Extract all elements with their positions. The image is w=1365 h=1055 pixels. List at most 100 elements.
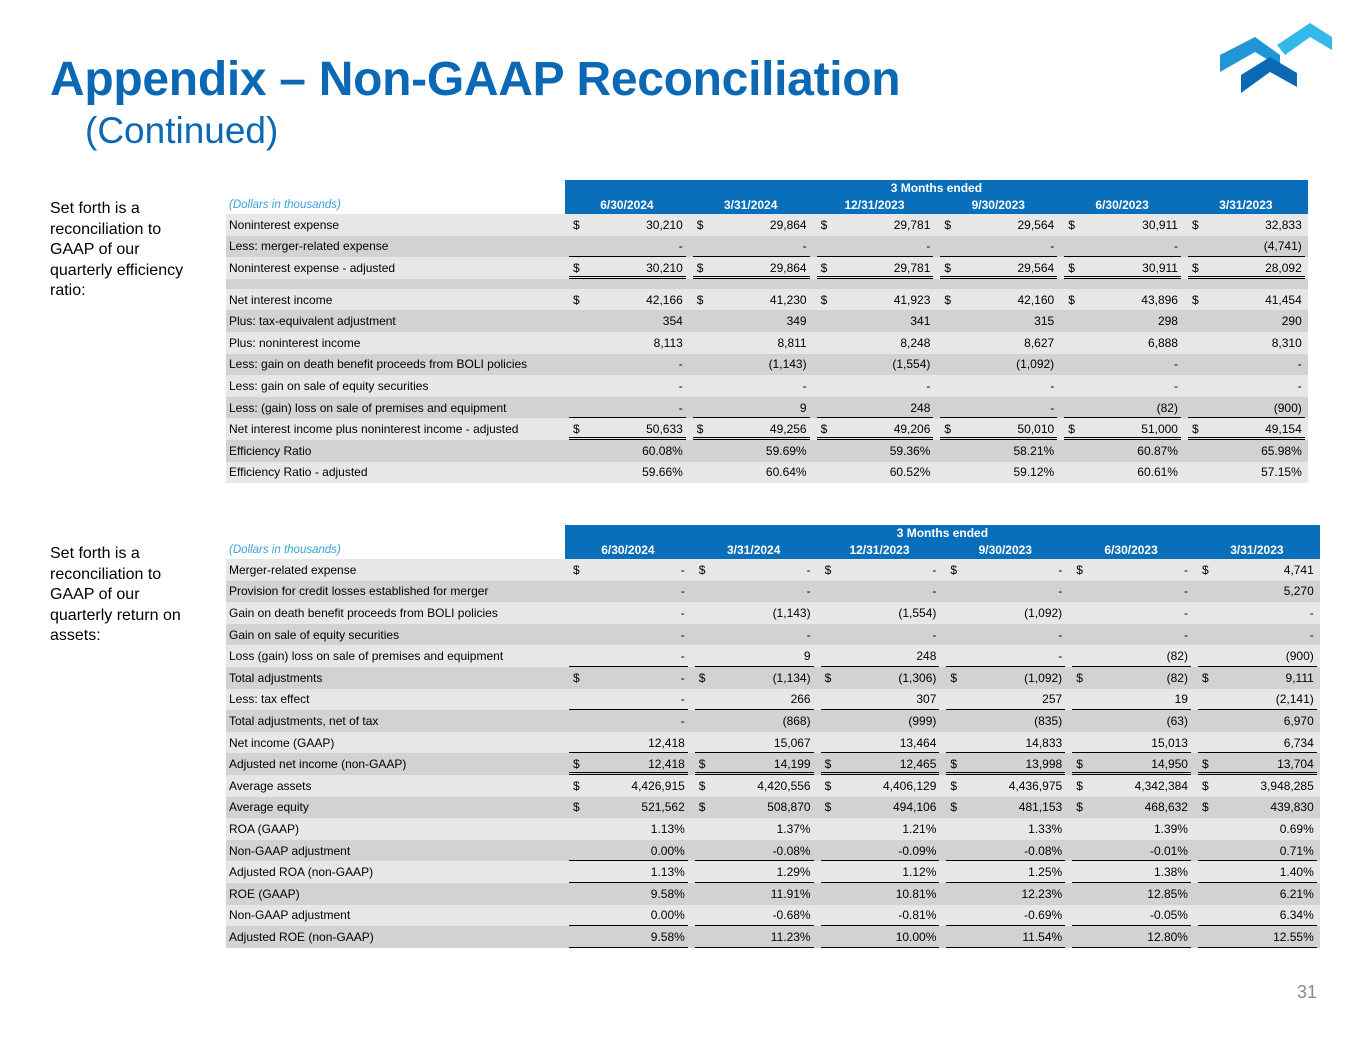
cell-value: 5,270 (1283, 584, 1314, 599)
cell-value: 481,153 (1018, 800, 1063, 815)
table-cell: -0.81% (817, 905, 943, 927)
table-cell: (63) (1068, 710, 1194, 732)
row-label: Less: gain on sale of equity securities (229, 378, 429, 393)
column-header-row: (Dollars in thousands) 6/30/2024 3/31/2024… (226, 197, 1308, 214)
table-cell: 349 (689, 310, 813, 332)
dollar-sign: $ (1191, 217, 1199, 232)
cell-value: 354 (662, 314, 683, 329)
table-cell: - (1060, 354, 1184, 376)
dollar-sign: $ (1068, 292, 1075, 307)
table-cell: 11.54% (942, 926, 1068, 948)
cell-value: (4,741) (1263, 239, 1302, 254)
table-cell: (1,554) (817, 602, 943, 624)
column-header: 6/30/2023 (1068, 542, 1194, 559)
table-cell: 0.71% (1194, 840, 1320, 862)
cell-value: - (678, 378, 683, 393)
table-row: ROE (GAAP) 9.58% 11.91% 10.81% 12.23% 12.85% 6… (226, 882, 1320, 905)
cell-value: 11.23% (770, 929, 811, 944)
table-cell: (2,141) (1194, 689, 1320, 711)
cell-value: 1.33% (1028, 821, 1063, 836)
cell-value: 9.58% (650, 886, 685, 901)
dollar-sign: $ (944, 422, 952, 437)
table-cell: 354 (565, 310, 689, 332)
table-cell: $42,160 (936, 289, 1060, 311)
dollar-sign: $ (950, 800, 958, 815)
table-cell: $468,632 (1068, 797, 1194, 819)
table-cell: $50,633 (565, 418, 689, 440)
column-header: 6/30/2023 (1060, 197, 1184, 214)
table-cell: - (1184, 354, 1308, 376)
table-cell: - (936, 375, 1060, 397)
dollar-sign: $ (950, 670, 958, 685)
table-row: Non-GAAP adjustment 0.00% -0.08% -0.09% -0.0… (226, 839, 1320, 862)
dollar-sign: $ (573, 800, 580, 815)
cell-value: 29,864 (769, 260, 807, 275)
dollar-sign: $ (944, 217, 952, 232)
cell-value: 6.21% (1279, 886, 1314, 901)
row-label: Plus: tax-equivalent adjustment (229, 314, 396, 329)
efficiency-ratio-description: Set forth is a reconciliation to GAAP of… (50, 200, 184, 299)
cell-value: 14,833 (1025, 735, 1063, 750)
dollar-sign: $ (944, 292, 952, 307)
table-cell: 57.15% (1184, 462, 1308, 484)
table-cell: 58.21% (936, 440, 1060, 462)
table-cell: 5,270 (1194, 581, 1320, 603)
cell-value: - (1183, 627, 1188, 642)
units-note: (Dollars in thousands) (229, 199, 341, 211)
cell-value: 9,111 (1285, 670, 1314, 685)
cell-value: 10.00% (895, 929, 937, 944)
table-cell: 60.87% (1060, 440, 1184, 462)
cell-value: -0.01% (1149, 843, 1188, 858)
cell-value: 12.23% (1021, 886, 1063, 901)
cell-value: 60.87% (1137, 443, 1178, 458)
table-cell: 9.58% (565, 883, 691, 905)
cell-value: - (1050, 239, 1055, 254)
table-cell: - (1068, 581, 1194, 603)
table-cell: - (565, 710, 691, 732)
cell-value: 290 (1281, 314, 1302, 329)
table-cell: $ (82) (1068, 667, 1194, 689)
row-label: Noninterest expense - adjusted (229, 260, 396, 275)
cell-value: - (1309, 605, 1314, 620)
column-header: 9/30/2023 (936, 197, 1061, 214)
row-label: Adjusted net income (non-GAAP) (229, 757, 407, 772)
dollar-sign: $ (820, 422, 828, 437)
row-label: Plus: noninterest income (229, 335, 361, 350)
table-cell: (1,092) (942, 602, 1068, 624)
table-cell: 8,113 (565, 332, 689, 354)
dollar-sign: $ (1201, 562, 1209, 577)
table-row: Less: (gain) loss on sale of premises an… (226, 396, 1308, 419)
dollar-sign: $ (698, 670, 706, 685)
cell-value: 59.12% (1013, 465, 1055, 480)
row-label: Provision for credit losses established … (229, 584, 489, 599)
table-cell: 248 (813, 397, 937, 419)
cell-value: - (1297, 378, 1302, 393)
dollar-sign: $ (1191, 422, 1199, 437)
cell-value: 4,342,384 (1134, 778, 1188, 793)
cell-value: -0.05% (1149, 908, 1188, 923)
table-row: Loss (gain) loss on sale of premises and… (226, 645, 1320, 667)
table-cell: - (1060, 375, 1184, 397)
cell-value: 42,160 (1017, 292, 1055, 307)
table-cell: 60.52% (813, 462, 937, 484)
table-cell: $29,781 (813, 214, 937, 236)
cell-value: - (806, 562, 811, 577)
table-cell: $30,911 (1060, 257, 1184, 279)
cell-value: - (1173, 378, 1178, 393)
cell-value: 49,256 (769, 422, 807, 437)
dollar-sign: $ (1068, 217, 1075, 232)
row-label: Total adjustments, net of tax (229, 713, 379, 728)
table-cell: 1.25% (942, 861, 1068, 883)
row-label: Non-GAAP adjustment (229, 843, 351, 858)
row-label: Loss (gain) loss on sale of premises and… (229, 649, 504, 664)
cell-value: -0.69% (1024, 908, 1063, 923)
table-cell: (82) (1068, 645, 1194, 667)
cell-value: 4,420,556 (757, 778, 811, 793)
table-cell: 6.21% (1194, 883, 1320, 905)
table-cell: 13,464 (817, 732, 943, 754)
row-label: Total adjustments (229, 670, 323, 685)
dollar-sign: $ (1068, 422, 1075, 437)
table-cell: - (565, 375, 689, 397)
table-cell: 1.40% (1194, 861, 1320, 883)
cell-value: (82) (1166, 649, 1188, 664)
